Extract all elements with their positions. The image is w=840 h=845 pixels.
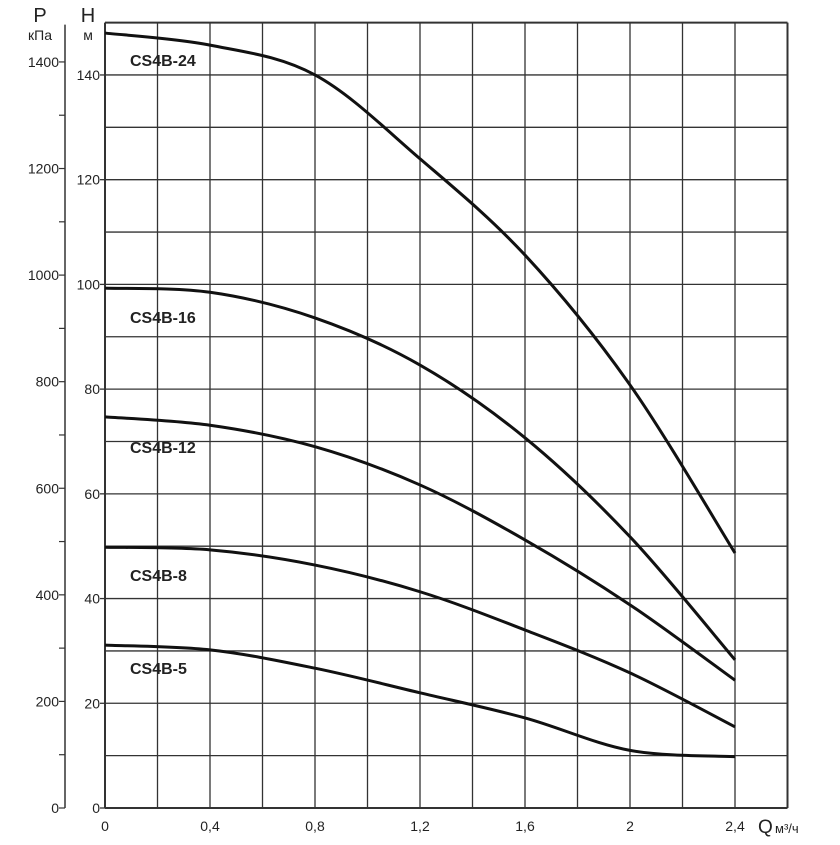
series-label: CS4B-16 [130,310,196,327]
h-tick-label: 80 [84,381,100,397]
curve-cs4b-24 [104,31,737,554]
p-tick-label: 800 [36,374,60,390]
h-tick-label: 140 [77,67,101,83]
p-tick-label: 1000 [28,267,59,283]
h-axis-unit: м [83,27,93,43]
series-label: CS4B-8 [130,568,187,585]
series-label: CS4B-12 [130,440,196,457]
axes: 0204060801001201400200400600800100012001… [28,24,745,834]
curves [104,31,737,759]
h-tick-label: 60 [84,486,100,502]
x-axis-title: Q [758,817,773,838]
curve-cs4b-8 [104,545,736,729]
x-tick-label: 0,8 [305,818,325,834]
p-axis-title: P [33,5,46,27]
h-axis-title: H [81,5,95,27]
series-label: CS4B-5 [130,661,187,678]
p-tick-label: 400 [36,587,60,603]
p-tick-label: 600 [36,480,60,496]
series-label: CS4B-24 [130,53,196,70]
h-tick-label: 0 [92,800,100,816]
p-tick-label: 0 [51,800,59,816]
curve-cs4b-5 [104,643,736,759]
x-tick-label: 1,6 [515,818,535,834]
h-tick-label: 20 [84,695,100,711]
x-tick-label: 1,2 [410,818,430,834]
x-tick-label: 0,4 [200,818,220,834]
grid [104,21,789,809]
x-axis-unit: м³/ч [775,821,799,836]
p-tick-label: 200 [36,693,60,709]
x-tick-label: 2 [626,818,634,834]
p-tick-label: 1200 [28,161,59,177]
x-tick-label: 2,4 [725,818,745,834]
h-tick-label: 100 [77,276,101,292]
p-tick-label: 1400 [28,54,59,70]
h-tick-label: 120 [77,172,101,188]
curve-cs4b-16 [104,286,737,661]
p-axis-unit: кПа [28,27,52,43]
curve-cs4b-12 [104,415,736,682]
h-tick-label: 40 [84,591,100,607]
x-tick-label: 0 [101,818,109,834]
series-labels: CS4B-24 CS4B-16 CS4B-12 CS4B-8 CS4B-5 [130,53,196,678]
